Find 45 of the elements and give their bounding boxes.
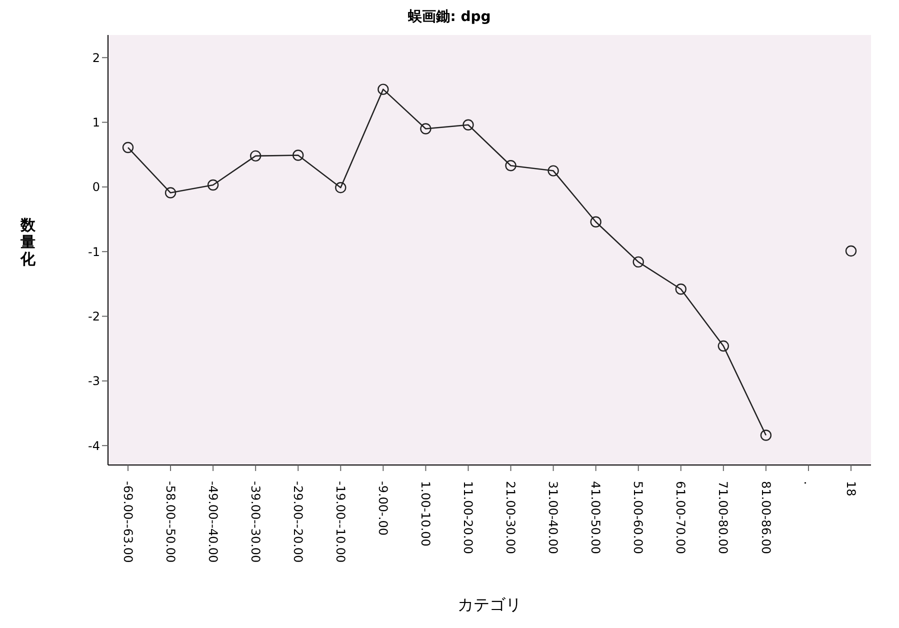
- point: [207, 179, 219, 191]
- point: [378, 84, 389, 95]
- point: [420, 123, 432, 134]
- x-tick-label: 41.00-50.00: [588, 481, 603, 554]
- x-tick-label: -19.00--10.00: [333, 481, 348, 563]
- point: [845, 245, 857, 257]
- x-tick-label: 21.00-30.00: [504, 481, 518, 554]
- point: [760, 430, 772, 441]
- x-tick-label: -49.00--40.00: [206, 481, 220, 563]
- point: [164, 187, 176, 198]
- point: [548, 165, 559, 176]
- y-tick-label: -4: [88, 438, 100, 453]
- x-tick-label: 1.00-10.00: [418, 481, 433, 546]
- y-tick-label: 0: [92, 180, 100, 194]
- point: [462, 119, 474, 130]
- point: [250, 150, 262, 162]
- y-tick-label: -2: [88, 310, 100, 324]
- point: [335, 182, 346, 194]
- point: [122, 142, 134, 154]
- point: [632, 256, 644, 268]
- point: [505, 160, 516, 172]
- x-tick-label: -9.00-.00: [376, 481, 390, 536]
- point: [675, 284, 686, 295]
- x-axis-title: カテゴリ: [458, 595, 522, 614]
- x-tick-label: 81.00-86.00: [758, 481, 773, 554]
- x-tick-label: -58.00--50.00: [163, 481, 178, 563]
- x-tick-label: 61.00-70.00: [674, 481, 688, 554]
- x-tick-label: 31.00-40.00: [546, 481, 560, 554]
- x-tick-label: 51.00-60.00: [631, 481, 646, 554]
- x-tick-label: -69.00--63.00: [120, 481, 135, 563]
- x-tick-label: .: [801, 481, 816, 485]
- y-tick-label: -3: [88, 374, 100, 388]
- x-tick-label: 11.00-20.00: [461, 481, 476, 554]
- point: [590, 216, 602, 228]
- chart-title: 蜈画鋤: dpg: [407, 8, 492, 27]
- x-tick-label: -39.00--30.00: [248, 481, 262, 563]
- x-tick-label: 71.00-80.00: [716, 481, 730, 554]
- y-tick-label: -1: [88, 244, 100, 259]
- y-tick-label: 2: [92, 50, 100, 65]
- x-tick-label: -29.00--20.00: [290, 481, 305, 563]
- y-axis-title: 数量化: [20, 216, 36, 268]
- x-tick-label: 18: [844, 481, 858, 496]
- point: [292, 150, 304, 161]
- y-tick-label: 1: [92, 116, 100, 130]
- point: [718, 340, 730, 352]
